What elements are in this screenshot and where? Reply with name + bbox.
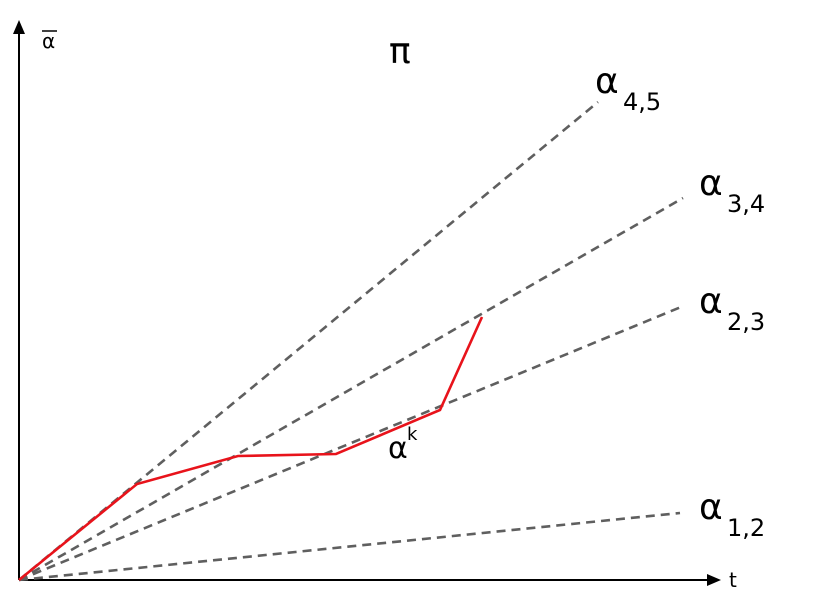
y-axis-arrow-icon	[13, 20, 25, 34]
label-alpha-2-3-subscript: 2,3	[727, 308, 765, 336]
x-axis-arrow-icon	[707, 574, 721, 586]
label-alpha-3-4-base: α	[699, 163, 723, 204]
y-axis-label-text: α	[42, 29, 55, 53]
label-alpha-4-5-subscript: 4,5	[623, 88, 661, 116]
ray-alpha-1-2	[18, 511, 681, 582]
alpha-k-trajectory	[18, 316, 484, 582]
region-pi-label: π	[389, 31, 411, 72]
label-alpha-4-5: α 4,5	[595, 61, 661, 116]
ray-alpha-2-3	[18, 305, 682, 582]
label-alpha-1-2-subscript: 1,2	[727, 514, 765, 542]
label-alpha-k-superscript: k	[407, 424, 418, 445]
x-axis-label: t	[729, 568, 737, 592]
label-alpha-k: α k	[388, 424, 418, 466]
label-alpha-1-2: α 1,2	[699, 487, 765, 542]
ray-alpha-3-4	[18, 196, 684, 582]
label-alpha-4-5-base: α	[595, 61, 619, 102]
label-alpha-2-3-base: α	[699, 281, 723, 322]
label-alpha-1-2-base: α	[699, 487, 723, 528]
label-alpha-3-4-subscript: 3,4	[727, 190, 765, 218]
label-alpha-2-3: α 2,3	[699, 281, 765, 336]
y-axis-label: α	[42, 29, 57, 53]
label-alpha-k-base: α	[388, 431, 408, 466]
label-alpha-3-4: α 3,4	[699, 163, 765, 218]
